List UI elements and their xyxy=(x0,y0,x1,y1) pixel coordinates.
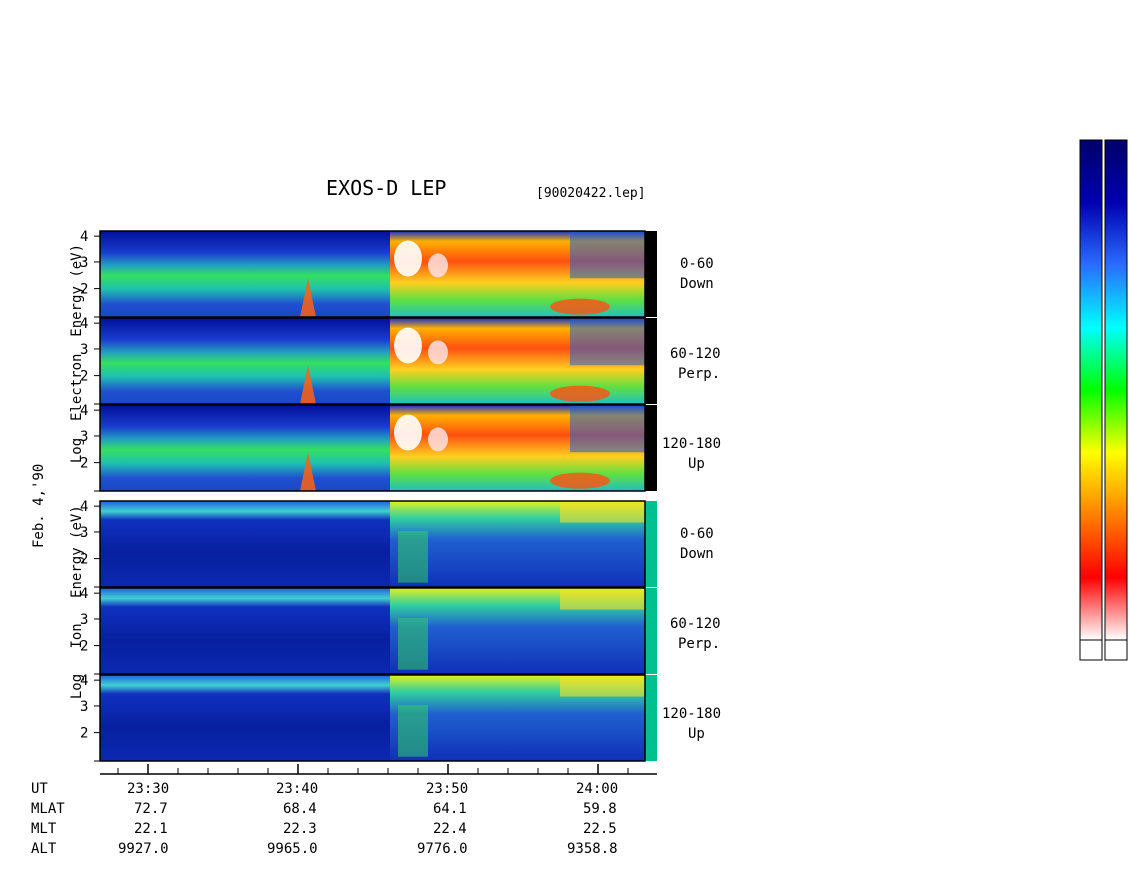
panel-data-left xyxy=(100,501,390,587)
colorbar-ion xyxy=(1104,139,1128,641)
y-tick-label: 2 xyxy=(80,639,88,655)
panel-data-feature xyxy=(550,298,610,315)
y-tick-label: 4 xyxy=(80,586,88,602)
y-tick-label: 4 xyxy=(80,673,88,689)
panel-data-left xyxy=(100,588,390,674)
row-label-mlat: MLAT xyxy=(31,801,65,817)
orbit-value: 64.1 xyxy=(433,801,467,817)
panel-data-left xyxy=(100,318,390,404)
panel-data-peak xyxy=(394,414,422,451)
y-tick-label: 3 xyxy=(80,699,88,715)
panel-data-peak xyxy=(428,427,448,452)
panel-edge-strip xyxy=(645,231,657,317)
panel-data-feature xyxy=(300,365,316,404)
panel-data-overlay xyxy=(570,318,645,366)
orbit-value: 22.5 xyxy=(583,821,617,837)
orbit-value: 72.7 xyxy=(134,801,168,817)
row-label-alt: ALT xyxy=(31,841,57,857)
panel-data-left xyxy=(100,675,390,761)
y-tick-label: 2 xyxy=(80,369,88,385)
panel-data-peak xyxy=(394,240,422,277)
panel-data-overlay xyxy=(560,675,645,697)
panel-data-feature xyxy=(300,278,316,317)
panel-data-left xyxy=(100,405,390,491)
panel-label-direction: Up xyxy=(688,456,705,472)
orbit-value: 22.3 xyxy=(283,821,317,837)
orbit-value: 23:50 xyxy=(426,781,469,797)
panel-label-range: 0-60 xyxy=(680,256,714,272)
panel-frame xyxy=(99,587,646,675)
panel-data-peak xyxy=(428,340,448,365)
panel-edge-strip xyxy=(645,318,657,404)
panel-label-range: 0-60 xyxy=(680,526,714,542)
panel-label-direction: Down xyxy=(680,546,714,562)
panel-label-direction: Perp. xyxy=(678,636,721,652)
orbit-value: 9358.8 xyxy=(567,841,618,857)
y-tick-label: 2 xyxy=(80,552,88,568)
y-tick-label: 4 xyxy=(80,229,88,245)
colorbar-label-box xyxy=(1104,639,1128,661)
panel-data-feature xyxy=(398,705,428,757)
panel-data-overlay xyxy=(560,501,645,523)
panel-edge-strip xyxy=(645,588,657,674)
y-tick-label: 4 xyxy=(80,499,88,515)
y-tick-label: 2 xyxy=(80,456,88,472)
panel-frame xyxy=(99,404,646,492)
orbit-value: 9965.0 xyxy=(267,841,318,857)
y-tick-label: 4 xyxy=(80,403,88,419)
y-tick-label: 2 xyxy=(80,726,88,742)
orbit-value: 23:30 xyxy=(127,781,170,797)
panel-data-peak xyxy=(394,327,422,364)
y-tick-label: 2 xyxy=(80,282,88,298)
panel-frame xyxy=(99,674,646,762)
panel-label-direction: Up xyxy=(688,726,705,742)
panel-label-range: 60-120 xyxy=(670,346,721,362)
orbit-value: 22.4 xyxy=(433,821,467,837)
orbit-value: 22.1 xyxy=(134,821,168,837)
row-label-ut: UT xyxy=(31,781,48,797)
panel-edge-strip xyxy=(645,675,657,761)
file-label: [90020422.lep] xyxy=(536,186,646,201)
orbit-value: 9776.0 xyxy=(417,841,468,857)
panel-data-peak xyxy=(428,253,448,278)
chart-title: EXOS-D LEP xyxy=(326,176,447,200)
y-tick-label: 3 xyxy=(80,612,88,628)
row-label-mlt: MLT xyxy=(31,821,57,837)
panel-frame xyxy=(99,230,646,318)
panel-label-direction: Down xyxy=(680,276,714,292)
panel-data-overlay xyxy=(560,588,645,610)
panel-label-direction: Perp. xyxy=(678,366,721,382)
colorbar-electron xyxy=(1079,139,1103,641)
panel-data-overlay xyxy=(570,231,645,279)
panel-edge-strip xyxy=(645,405,657,491)
colorbar-label-box xyxy=(1079,639,1103,661)
orbit-value: 23:40 xyxy=(276,781,319,797)
orbit-value: 24:00 xyxy=(576,781,619,797)
y-tick-label: 3 xyxy=(80,525,88,541)
orbit-value: 68.4 xyxy=(283,801,317,817)
panel-data-feature xyxy=(300,452,316,491)
panel-label-range: 60-120 xyxy=(670,616,721,632)
panel-label-range: 120-180 xyxy=(662,706,722,722)
panel-data-feature xyxy=(550,472,610,489)
y-tick-label: 3 xyxy=(80,255,88,271)
panel-data-left xyxy=(100,231,390,317)
y-tick-label: 4 xyxy=(80,316,88,332)
panel-data-feature xyxy=(398,618,428,670)
panel-data-overlay xyxy=(570,405,645,453)
orbit-value: 59.8 xyxy=(583,801,617,817)
panel-data-feature xyxy=(398,531,428,583)
orbit-value: 9927.0 xyxy=(118,841,169,857)
y-tick-label: 3 xyxy=(80,342,88,358)
panel-frame xyxy=(99,317,646,405)
panel-label-range: 120-180 xyxy=(662,436,722,452)
panel-edge-strip xyxy=(645,501,657,587)
y-tick-label: 3 xyxy=(80,429,88,445)
panel-frame xyxy=(99,500,646,588)
panel-data-feature xyxy=(550,385,610,402)
